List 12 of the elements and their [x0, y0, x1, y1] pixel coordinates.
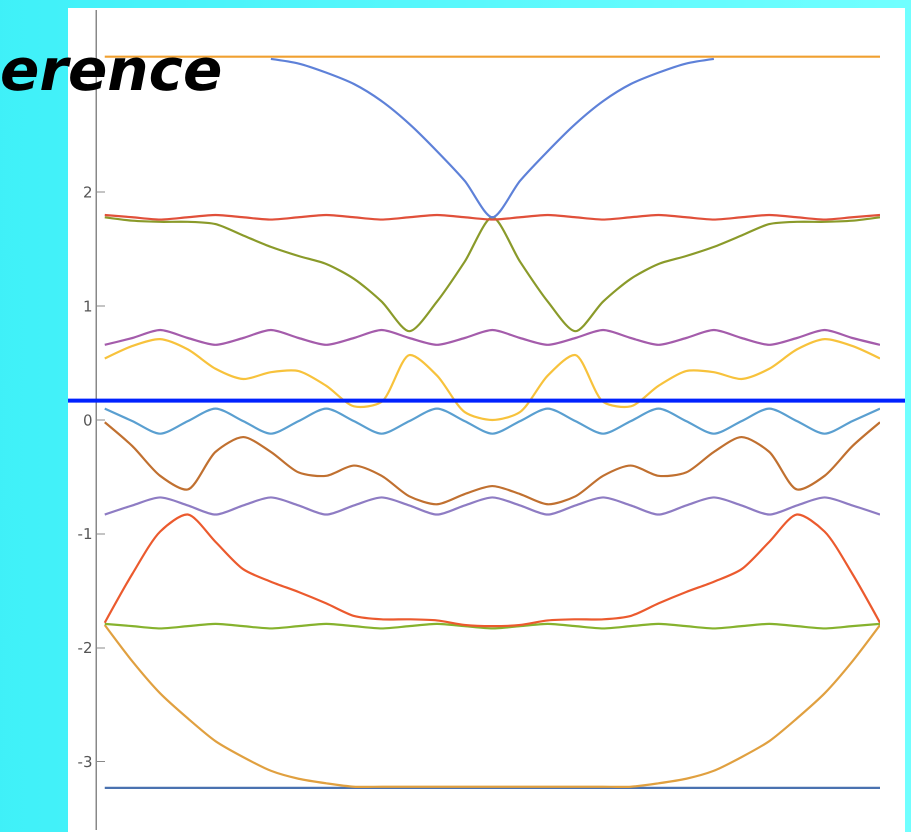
line-series: [104, 513, 880, 628]
line-series: [270, 58, 715, 218]
y-tick-label: -1: [78, 525, 92, 544]
y-tick-label: 0: [82, 411, 92, 430]
y-tick-label: 1: [82, 297, 92, 316]
y-tick-label: -2: [78, 639, 92, 658]
y-tick-label: -3: [78, 752, 92, 771]
line-series: [104, 338, 880, 422]
line-series: [104, 216, 880, 332]
y-tick-label: 2: [82, 183, 92, 202]
line-series: [104, 421, 880, 506]
line-series: [104, 624, 880, 788]
